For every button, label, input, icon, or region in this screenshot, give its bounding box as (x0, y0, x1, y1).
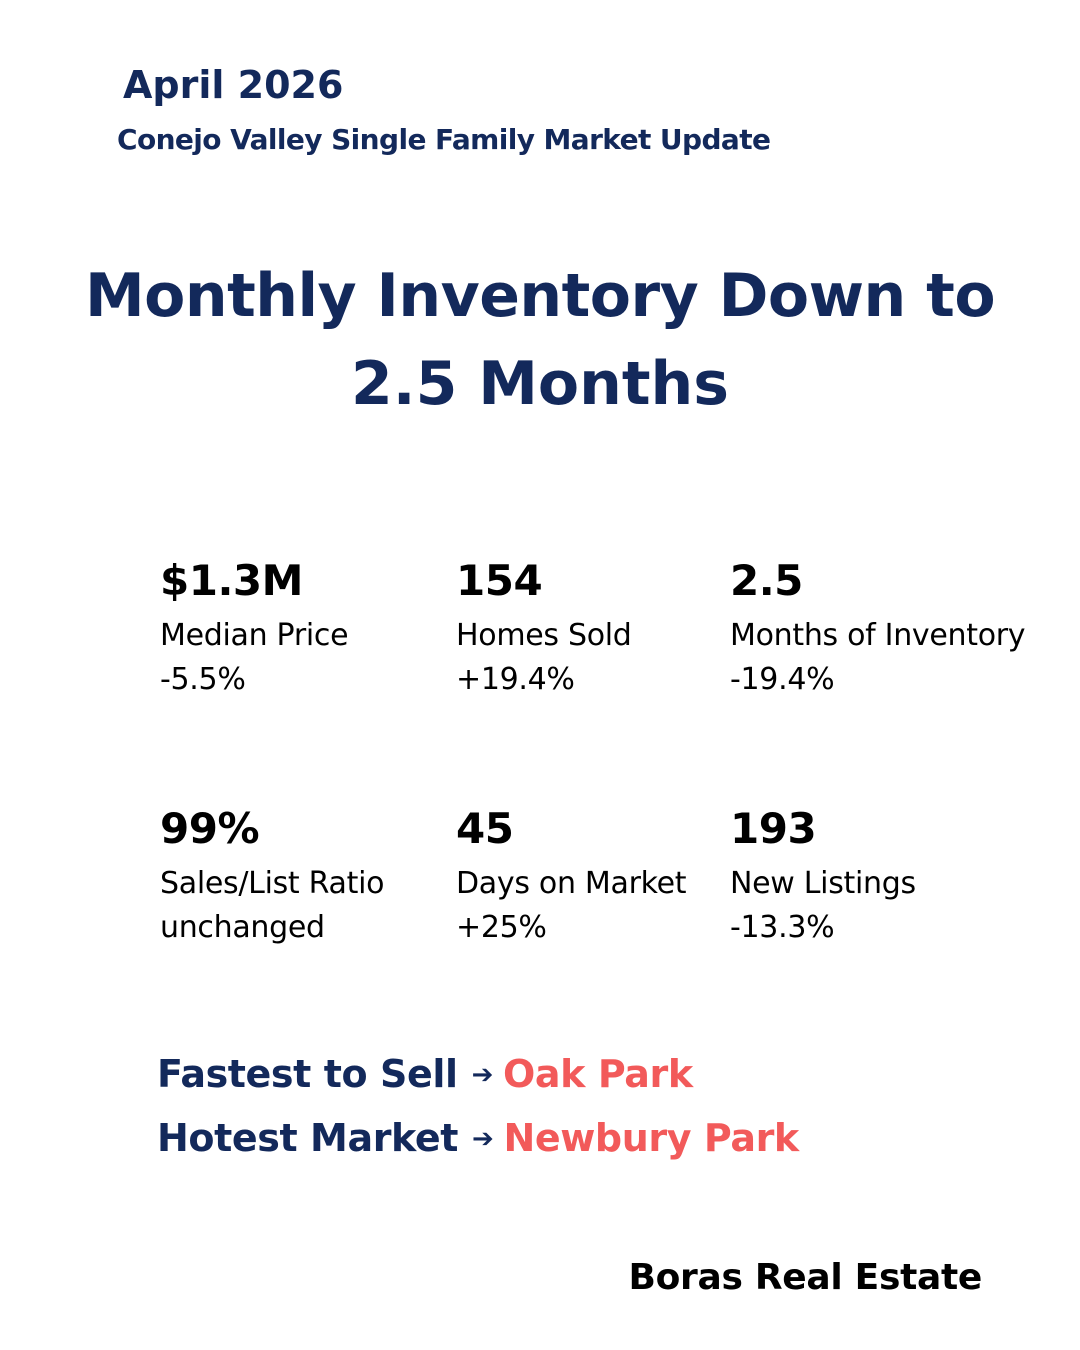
stat-sales-list-ratio: 99% Sales/List Ratio unchanged (160, 804, 384, 950)
stat-change: unchanged (160, 910, 325, 945)
stat-label: New Listings (730, 866, 916, 901)
highlight-label: Fastest to Sell (157, 1052, 458, 1096)
report-subtitle: Conejo Valley Single Family Market Updat… (117, 123, 771, 156)
stat-value: 154 (456, 556, 543, 605)
stat-change: -5.5% (160, 662, 246, 697)
brand-name: Boras Real Estate (628, 1257, 982, 1298)
arrow-right-icon: ➔ (472, 1124, 494, 1154)
highlight-value: Newbury Park (503, 1116, 799, 1160)
headline-line-1: Monthly Inventory Down to (84, 261, 996, 331)
headline-line-2: 2.5 Months (351, 349, 729, 419)
stat-label: Sales/List Ratio (160, 866, 385, 901)
stat-value: 45 (456, 804, 514, 853)
highlight-value: Oak Park (503, 1052, 693, 1096)
stat-label: Homes Sold (456, 618, 632, 653)
stat-change: -13.3% (730, 910, 835, 945)
stat-label: Days on Market (456, 866, 687, 901)
stat-value: 193 (730, 804, 817, 853)
headline: Monthly Inventory Down to 2.5 Months (0, 252, 1080, 428)
stat-days-on-market: 45 Days on Market +25% (456, 804, 687, 950)
stat-change: +19.4% (456, 662, 575, 697)
stat-months-of-inventory: 2.5 Months of Inventory -19.4% (730, 556, 1026, 702)
stat-homes-sold: 154 Homes Sold +19.4% (456, 556, 632, 702)
stat-change: +25% (456, 910, 547, 945)
arrow-right-icon: ➔ (471, 1060, 494, 1090)
stat-value: 99% (160, 804, 260, 853)
report-date: April 2026 (123, 63, 344, 107)
stat-value: $1.3M (160, 556, 303, 605)
highlight-fastest-to-sell: Fastest to Sell ➔ Oak Park (157, 1050, 693, 1103)
stat-change: -19.4% (730, 662, 835, 697)
highlight-label: Hotest Market (157, 1116, 459, 1160)
stat-label: Median Price (160, 618, 349, 653)
stat-value: 2.5 (730, 556, 803, 605)
stat-median-price: $1.3M Median Price -5.5% (160, 556, 349, 702)
highlight-hotest-market: Hotest Market ➔ Newbury Park (157, 1114, 799, 1167)
stat-label: Months of Inventory (730, 618, 1026, 653)
stat-new-listings: 193 New Listings -13.3% (730, 804, 916, 950)
